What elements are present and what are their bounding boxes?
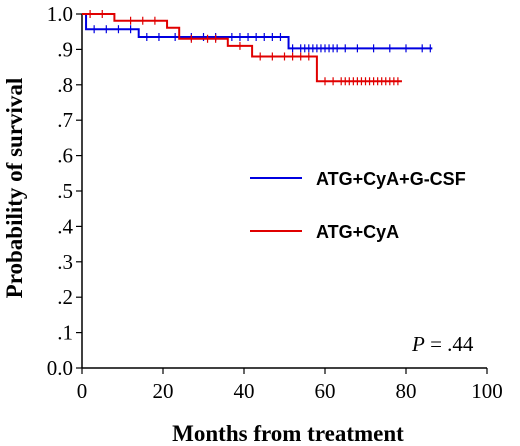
x-tick-label: 40 — [234, 379, 255, 403]
x-tick-label: 60 — [315, 379, 336, 403]
series-line-atg-cya-gcsf — [82, 13, 433, 50]
y-tick-label: .9 — [57, 37, 73, 61]
plot-area — [81, 10, 487, 369]
legend-label-atg-cya: ATG+CyA — [316, 222, 399, 242]
y-tick-label: .3 — [57, 250, 73, 274]
x-tick-label: 20 — [153, 379, 174, 403]
y-tick-label: .5 — [57, 179, 73, 203]
y-tick-label: .8 — [57, 73, 73, 97]
y-tick-label: .2 — [57, 285, 73, 309]
y-axis-title: Probability of survival — [2, 78, 27, 299]
p-value-text: = .44 — [425, 332, 474, 356]
legend-label-atg-cya-gcsf: ATG+CyA+G-CSF — [316, 169, 466, 189]
x-tick-label: 80 — [396, 379, 417, 403]
y-tick-label: .7 — [57, 108, 73, 132]
y-tick-label: .4 — [57, 214, 73, 238]
x-tick-label: 100 — [471, 379, 503, 403]
series-line-atg-cya — [82, 13, 402, 83]
p-value-symbol: P — [411, 332, 425, 356]
legend: ATG+CyA+G-CSF ATG+CyA — [250, 169, 466, 242]
x-axis-title: Months from treatment — [172, 421, 404, 446]
x-tick-label: 0 — [77, 379, 88, 403]
x-axis-ticks: 0 20 40 60 80 100 — [77, 368, 503, 403]
y-tick-label: 0.0 — [47, 356, 73, 380]
y-tick-label: .6 — [57, 144, 73, 168]
y-axis-ticks: 0.0 .1 .2 .3 .4 .5 .6 .7 .8 .9 1.0 — [47, 2, 82, 380]
p-value-annotation: P = .44 — [411, 332, 474, 356]
y-tick-label: .1 — [57, 321, 73, 345]
y-tick-label: 1.0 — [47, 2, 73, 26]
